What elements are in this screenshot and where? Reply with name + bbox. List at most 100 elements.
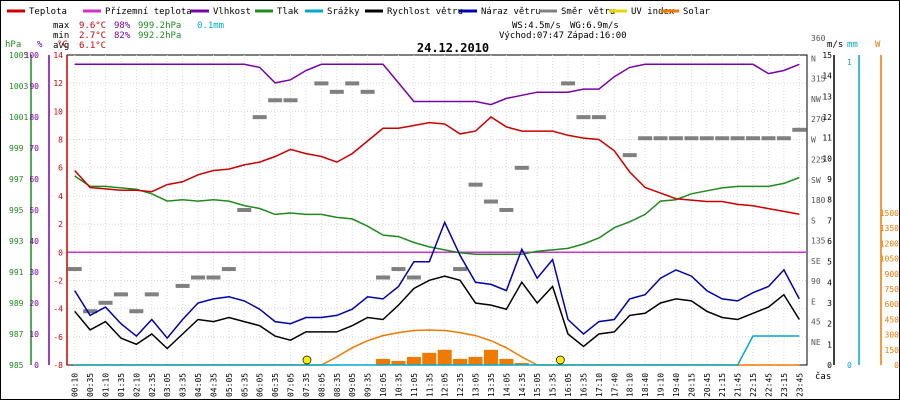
wind-tick-5: 5 [827, 258, 832, 267]
x-tick-39: 19:40 [672, 373, 681, 397]
dir-tick-5: 135 [811, 237, 826, 246]
left-tick-1-6: 60 [29, 175, 39, 184]
series-humidity [74, 63, 800, 106]
x-tick-36: 18:10 [626, 373, 635, 397]
dir-mark-40 [684, 136, 699, 141]
dir-tick-9: 225 [811, 156, 826, 165]
temp-axis-title: °C [57, 40, 68, 50]
solar-tick-4: 600 [885, 300, 900, 309]
x-tick-6: 03:05 [163, 373, 172, 397]
wind-info: WS:4.5m/s WG:6.9m/s Východ:07:47 Západ:1… [499, 21, 627, 41]
x-tick-35: 17:40 [610, 373, 619, 397]
legend-label-9: Solar [683, 7, 711, 17]
right-axes: NE45E90SE135S180SW225W270NW315N360012345… [811, 34, 899, 370]
legend-label-3: Tlak [277, 7, 299, 17]
dir-mark-32 [561, 81, 576, 86]
series-solar-theory [74, 329, 800, 366]
left-tick-2-11: 14 [53, 51, 63, 60]
left-tick-0-4: 993 [9, 237, 24, 246]
x-tick-30: 15:05 [533, 373, 542, 397]
stat-min-label: min [53, 31, 69, 41]
x-tick-43: 21:45 [734, 373, 743, 397]
wind-axis-title: m/s [827, 40, 843, 50]
dir-mark-4 [129, 309, 144, 314]
solar-bar-23 [422, 352, 437, 365]
x-tick-20: 10:05 [379, 373, 388, 397]
dir-mark-16 [314, 81, 329, 86]
legend-label-0: Teplota [29, 7, 67, 17]
sunrise-info: Východ:07:47 [499, 31, 564, 41]
solar-tick-8: 1200 [880, 239, 899, 248]
x-axis: 00:10 00:35 01:10 01:35 02:10 02:35 03:05 03:35… [71, 373, 805, 397]
left-tick-2-6: 4 [58, 192, 63, 201]
dir-mark-8 [191, 275, 206, 280]
dir-mark-3 [113, 292, 128, 297]
x-tick-46: 23:15 [780, 373, 789, 397]
left-tick-0-8: 1001 [9, 113, 28, 122]
stat-min-hum: 82% [114, 31, 131, 41]
dir-mark-19 [360, 89, 375, 94]
dir-mark-20 [376, 275, 391, 280]
dir-mark-11 [237, 207, 252, 212]
grid [66, 54, 808, 366]
left-tick-2-4: 0 [58, 248, 63, 257]
dir-mark-42 [715, 136, 730, 141]
dir-mark-38 [653, 136, 668, 141]
legend-label-7: Směr větru [561, 7, 615, 17]
left-tick-1-9: 90 [29, 82, 39, 91]
stat-avg-label: avg [53, 41, 69, 51]
dir-mark-10 [221, 267, 236, 272]
series-layer [67, 63, 807, 366]
solar-tick-6: 900 [885, 270, 900, 279]
left-tick-2-1: -6 [53, 333, 63, 342]
dir-mark-33 [576, 115, 591, 120]
left-tick-1-2: 20 [29, 299, 39, 308]
dir-mark-47 [792, 127, 807, 132]
solar-bar-24 [437, 349, 452, 365]
x-tick-41: 20:45 [703, 373, 712, 397]
chart-title: 24.12.2010 [417, 41, 489, 55]
legend-label-4: Srážky [327, 7, 360, 17]
x-tick-16: 08:05 [317, 373, 326, 397]
wind-tick-2: 2 [827, 320, 832, 329]
x-tick-9: 04:35 [209, 373, 218, 397]
x-tick-37: 18:40 [641, 373, 650, 397]
solar-tick-0: 0 [894, 361, 899, 370]
wind-tick-9: 9 [827, 175, 832, 184]
wind-tick-15: 15 [822, 51, 832, 60]
rain-tick-0: 0 [847, 361, 852, 370]
left-tick-1-0: 0 [34, 361, 39, 370]
left-tick-2-7: 6 [58, 164, 63, 173]
x-tick-14: 07:05 [287, 373, 296, 397]
solar-bar-21 [391, 360, 406, 365]
left-tick-2-8: 8 [58, 136, 63, 145]
x-tick-19: 09:35 [364, 373, 373, 397]
dir-tick-12: NW [811, 95, 821, 104]
solar-bar-26 [468, 356, 483, 365]
dir-mark-13 [268, 98, 283, 103]
dir-mark-12 [252, 115, 267, 120]
stat-max-label: max [53, 21, 70, 31]
dir-mark-26 [468, 182, 483, 187]
left-tick-0-9: 1003 [9, 82, 28, 91]
solar-tick-2: 300 [885, 331, 900, 340]
x-tick-28: 14:05 [502, 373, 511, 397]
solar-tick-10: 1500 [880, 209, 899, 218]
stat-min-press: 992.2hPa [138, 31, 181, 41]
dir-mark-25 [453, 267, 468, 272]
x-tick-24: 12:05 [441, 373, 450, 397]
solar-bar-29 [514, 362, 529, 365]
solar-tick-7: 1050 [880, 255, 899, 264]
series-temperature [74, 116, 800, 215]
dir-mark-43 [730, 136, 745, 141]
x-tick-2: 01:10 [102, 373, 111, 397]
dir-mark-1 [83, 309, 98, 314]
stat-max-rain: 0.1mm [197, 21, 224, 31]
x-tick-21: 10:35 [394, 373, 403, 397]
rain-axis-title: mm [847, 40, 858, 50]
stat-max-temp: 9.6°C [79, 21, 106, 31]
dir-mark-2 [98, 300, 113, 305]
solar-tick-5: 750 [885, 285, 900, 294]
dir-mark-28 [499, 207, 514, 212]
dir-tick-11: 270 [811, 115, 826, 124]
